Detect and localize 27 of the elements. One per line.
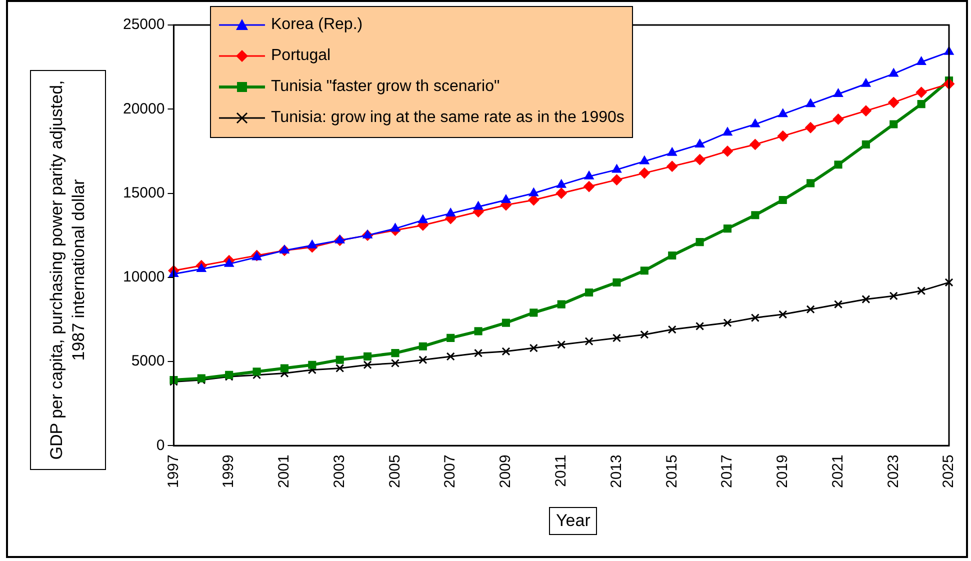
x-tick-label: 2019	[774, 454, 792, 488]
x-tick-label: 2011	[552, 454, 570, 487]
x-tick-label: 2007	[442, 454, 459, 488]
x-tick-label: 2017	[718, 454, 736, 488]
x-tick-label: 1999	[220, 454, 238, 488]
y-tick-label: 5000	[131, 352, 165, 370]
x-tick-label: 1997	[164, 454, 182, 488]
legend-label: Tunisia: grow ing at the same rate as in the 1990s	[271, 108, 624, 126]
y-axis-title: GDP per capita, purchasing power parity adjusted, 1987 international dollar	[46, 80, 89, 460]
x-tick-label: 2005	[386, 454, 404, 488]
x-tick-label: 2001	[276, 454, 293, 488]
y-tick-label: 25000	[122, 16, 165, 34]
x-tick-label: 2021	[829, 454, 846, 488]
legend-label: Korea (Rep.)	[271, 16, 363, 34]
x-tick-label: 2023	[884, 454, 902, 488]
x-tick-label: 2013	[608, 454, 625, 488]
x-tick-label: 2009	[497, 454, 514, 488]
x-tick-label: 2015	[663, 454, 680, 488]
y-tick-label: 10000	[122, 268, 165, 286]
x-tick-label: 2025	[940, 454, 958, 488]
y-tick-label: 20000	[122, 100, 165, 118]
y-tick-label: 15000	[122, 184, 165, 202]
y-tick-label: 0	[156, 436, 165, 454]
x-axis-title: Year	[549, 507, 598, 535]
legend-label: Tunisia "faster grow th scenario"	[271, 78, 500, 96]
x-tick-label: 2003	[330, 454, 348, 488]
legend-label: Portugal	[271, 46, 331, 64]
